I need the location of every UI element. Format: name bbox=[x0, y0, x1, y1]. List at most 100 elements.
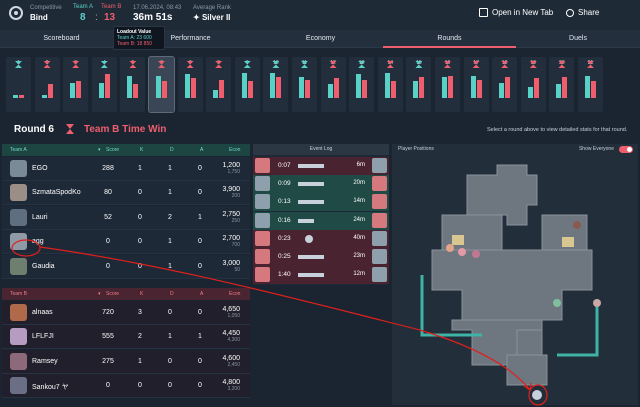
team-a-loadout-bar bbox=[356, 74, 362, 98]
event-row[interactable]: 0:25 23m bbox=[253, 248, 389, 266]
econ-value: 4,450 bbox=[222, 330, 240, 338]
round-card[interactable]: 5 bbox=[120, 57, 146, 112]
map-name: Bind bbox=[30, 13, 48, 22]
match-duration: 36m 51s bbox=[133, 12, 173, 23]
tab-rounds[interactable]: Rounds bbox=[383, 30, 516, 48]
tab-bar: Scoreboard Performance Economy Rounds Du… bbox=[0, 30, 640, 48]
round-card[interactable]: 2 bbox=[34, 57, 60, 112]
round-card[interactable]: 10 bbox=[263, 57, 289, 112]
round-card[interactable]: 16 bbox=[435, 57, 460, 112]
round-card[interactable]: 4 bbox=[91, 57, 117, 112]
map-area-top bbox=[466, 164, 538, 226]
player-row[interactable]: Ramsey 275 1 0 0 4,600 2,450 bbox=[2, 349, 250, 374]
round-card[interactable]: 21 bbox=[578, 57, 603, 112]
event-time: 0:16 bbox=[278, 216, 291, 224]
col-score[interactable]: Score bbox=[106, 291, 120, 297]
team-b-loadout-bar bbox=[448, 75, 453, 98]
round-card[interactable]: 14 bbox=[377, 57, 403, 112]
col-d[interactable]: D bbox=[170, 147, 174, 153]
round-card[interactable]: 19 bbox=[520, 57, 546, 112]
sort-icon[interactable]: ▾ bbox=[98, 291, 101, 297]
col-k[interactable]: K bbox=[140, 147, 144, 153]
player-row[interactable]: EGO 288 1 1 0 1,200 1,750 bbox=[2, 157, 250, 181]
tab-performance[interactable]: Performance bbox=[170, 35, 211, 42]
player-row[interactable]: Sankou7 ヤ 0 0 0 0 4,800 3,200 bbox=[2, 374, 250, 399]
round-card[interactable]: 18 bbox=[492, 57, 518, 112]
player-econ: 2,700 700 bbox=[222, 235, 240, 249]
app-logo-icon[interactable] bbox=[9, 6, 23, 20]
open-new-tab-button[interactable]: Open in New Tab bbox=[479, 8, 553, 17]
agent-avatar bbox=[10, 208, 27, 226]
team-a-loadout-bar bbox=[41, 95, 47, 98]
event-row[interactable]: 0:13 14m bbox=[253, 193, 389, 212]
col-econ[interactable]: Econ bbox=[229, 291, 241, 297]
player-assists: 0 bbox=[198, 309, 202, 316]
player-row[interactable]: Lauri 52 0 2 1 2,750 250 bbox=[2, 205, 250, 230]
round-card[interactable]: 17 bbox=[463, 57, 489, 112]
round-card[interactable]: 7 bbox=[177, 57, 203, 112]
econ-secondary: 4,300 bbox=[227, 337, 240, 344]
event-row[interactable]: 1:40 12m bbox=[253, 266, 389, 285]
sort-icon[interactable]: ▾ bbox=[98, 147, 101, 153]
team-a-loadout-bar bbox=[98, 82, 104, 98]
event-distance: 40m bbox=[353, 234, 365, 241]
event-row[interactable]: 0:16 24m bbox=[253, 211, 389, 230]
player-score: 720 bbox=[102, 309, 114, 316]
tooltip-team-b: Team B: 18 850 bbox=[117, 41, 153, 47]
player-row[interactable]: LFLFJI 555 2 1 1 4,450 4,300 bbox=[2, 325, 250, 350]
round-card[interactable]: 6 bbox=[148, 56, 175, 113]
player-econ: 4,800 3,200 bbox=[222, 379, 240, 393]
player-row[interactable]: agg 0 0 1 0 2,700 700 bbox=[2, 230, 250, 255]
player-name: alnaas bbox=[32, 309, 53, 316]
event-row[interactable]: 0:23 40m bbox=[253, 229, 389, 248]
avg-rank-value: Silver II bbox=[201, 13, 231, 22]
rifle-icon bbox=[298, 200, 324, 205]
round-card[interactable]: 1 bbox=[6, 57, 31, 112]
col-econ[interactable]: Econ bbox=[229, 147, 241, 153]
col-a[interactable]: A bbox=[200, 147, 204, 153]
player-positions-title: Player Positions bbox=[398, 146, 434, 152]
round-card[interactable]: 3 bbox=[63, 57, 89, 112]
share-button[interactable]: Share bbox=[566, 8, 599, 17]
col-a[interactable]: A bbox=[200, 291, 204, 297]
event-row[interactable]: 0:07 6m bbox=[253, 157, 389, 175]
econ-value: 2,750 bbox=[222, 210, 240, 218]
player-row[interactable]: Gaudia 0 0 1 0 3,000 50 bbox=[2, 254, 250, 279]
round-card[interactable]: 20 bbox=[549, 57, 575, 112]
tab-scoreboard[interactable]: Scoreboard bbox=[43, 35, 80, 42]
share-icon bbox=[566, 8, 574, 17]
player-row[interactable]: SzmataSpodKo 80 0 1 0 3,900 200 bbox=[2, 181, 250, 206]
external-link-icon bbox=[479, 8, 488, 17]
team-a-loadout-bar bbox=[299, 77, 304, 98]
player-assists: 0 bbox=[198, 189, 202, 197]
tab-economy[interactable]: Economy bbox=[305, 35, 336, 42]
round-card[interactable]: 11 bbox=[292, 57, 317, 112]
show-everyone-label: Show Everyone bbox=[578, 146, 614, 152]
team-a-score: 8 bbox=[80, 12, 86, 23]
team-b-loadout-bar bbox=[247, 81, 253, 98]
col-score[interactable]: Score bbox=[106, 147, 120, 153]
agent-avatar bbox=[10, 233, 27, 251]
event-row[interactable]: 0:09 20m bbox=[253, 175, 389, 194]
rifle-icon bbox=[298, 255, 324, 259]
round-card[interactable]: 8 bbox=[206, 57, 232, 112]
show-everyone-toggle[interactable] bbox=[619, 146, 633, 153]
tab-duels[interactable]: Duels bbox=[569, 35, 587, 42]
spike-site-a-icon bbox=[452, 235, 464, 245]
avg-rank: ✦ Silver II bbox=[193, 13, 230, 22]
killer-avatar bbox=[255, 212, 270, 228]
player-name: agg bbox=[32, 238, 44, 246]
map-area-mid bbox=[431, 249, 593, 321]
econ-secondary: 2,450 bbox=[227, 361, 240, 368]
hourglass-icon bbox=[66, 124, 74, 134]
round-card[interactable]: 15 bbox=[406, 57, 432, 112]
player-kills: 0 bbox=[138, 213, 142, 221]
col-k[interactable]: K bbox=[140, 291, 144, 297]
round-card[interactable]: 9 bbox=[234, 57, 260, 112]
player-row[interactable]: alnaas 720 3 0 0 4,650 1,050 bbox=[2, 301, 250, 325]
minimap[interactable] bbox=[392, 155, 638, 405]
round-card[interactable]: 13 bbox=[349, 57, 375, 112]
col-d[interactable]: D bbox=[170, 291, 174, 297]
player-econ: 4,450 4,300 bbox=[222, 330, 240, 344]
round-card[interactable]: 12 bbox=[320, 57, 346, 112]
